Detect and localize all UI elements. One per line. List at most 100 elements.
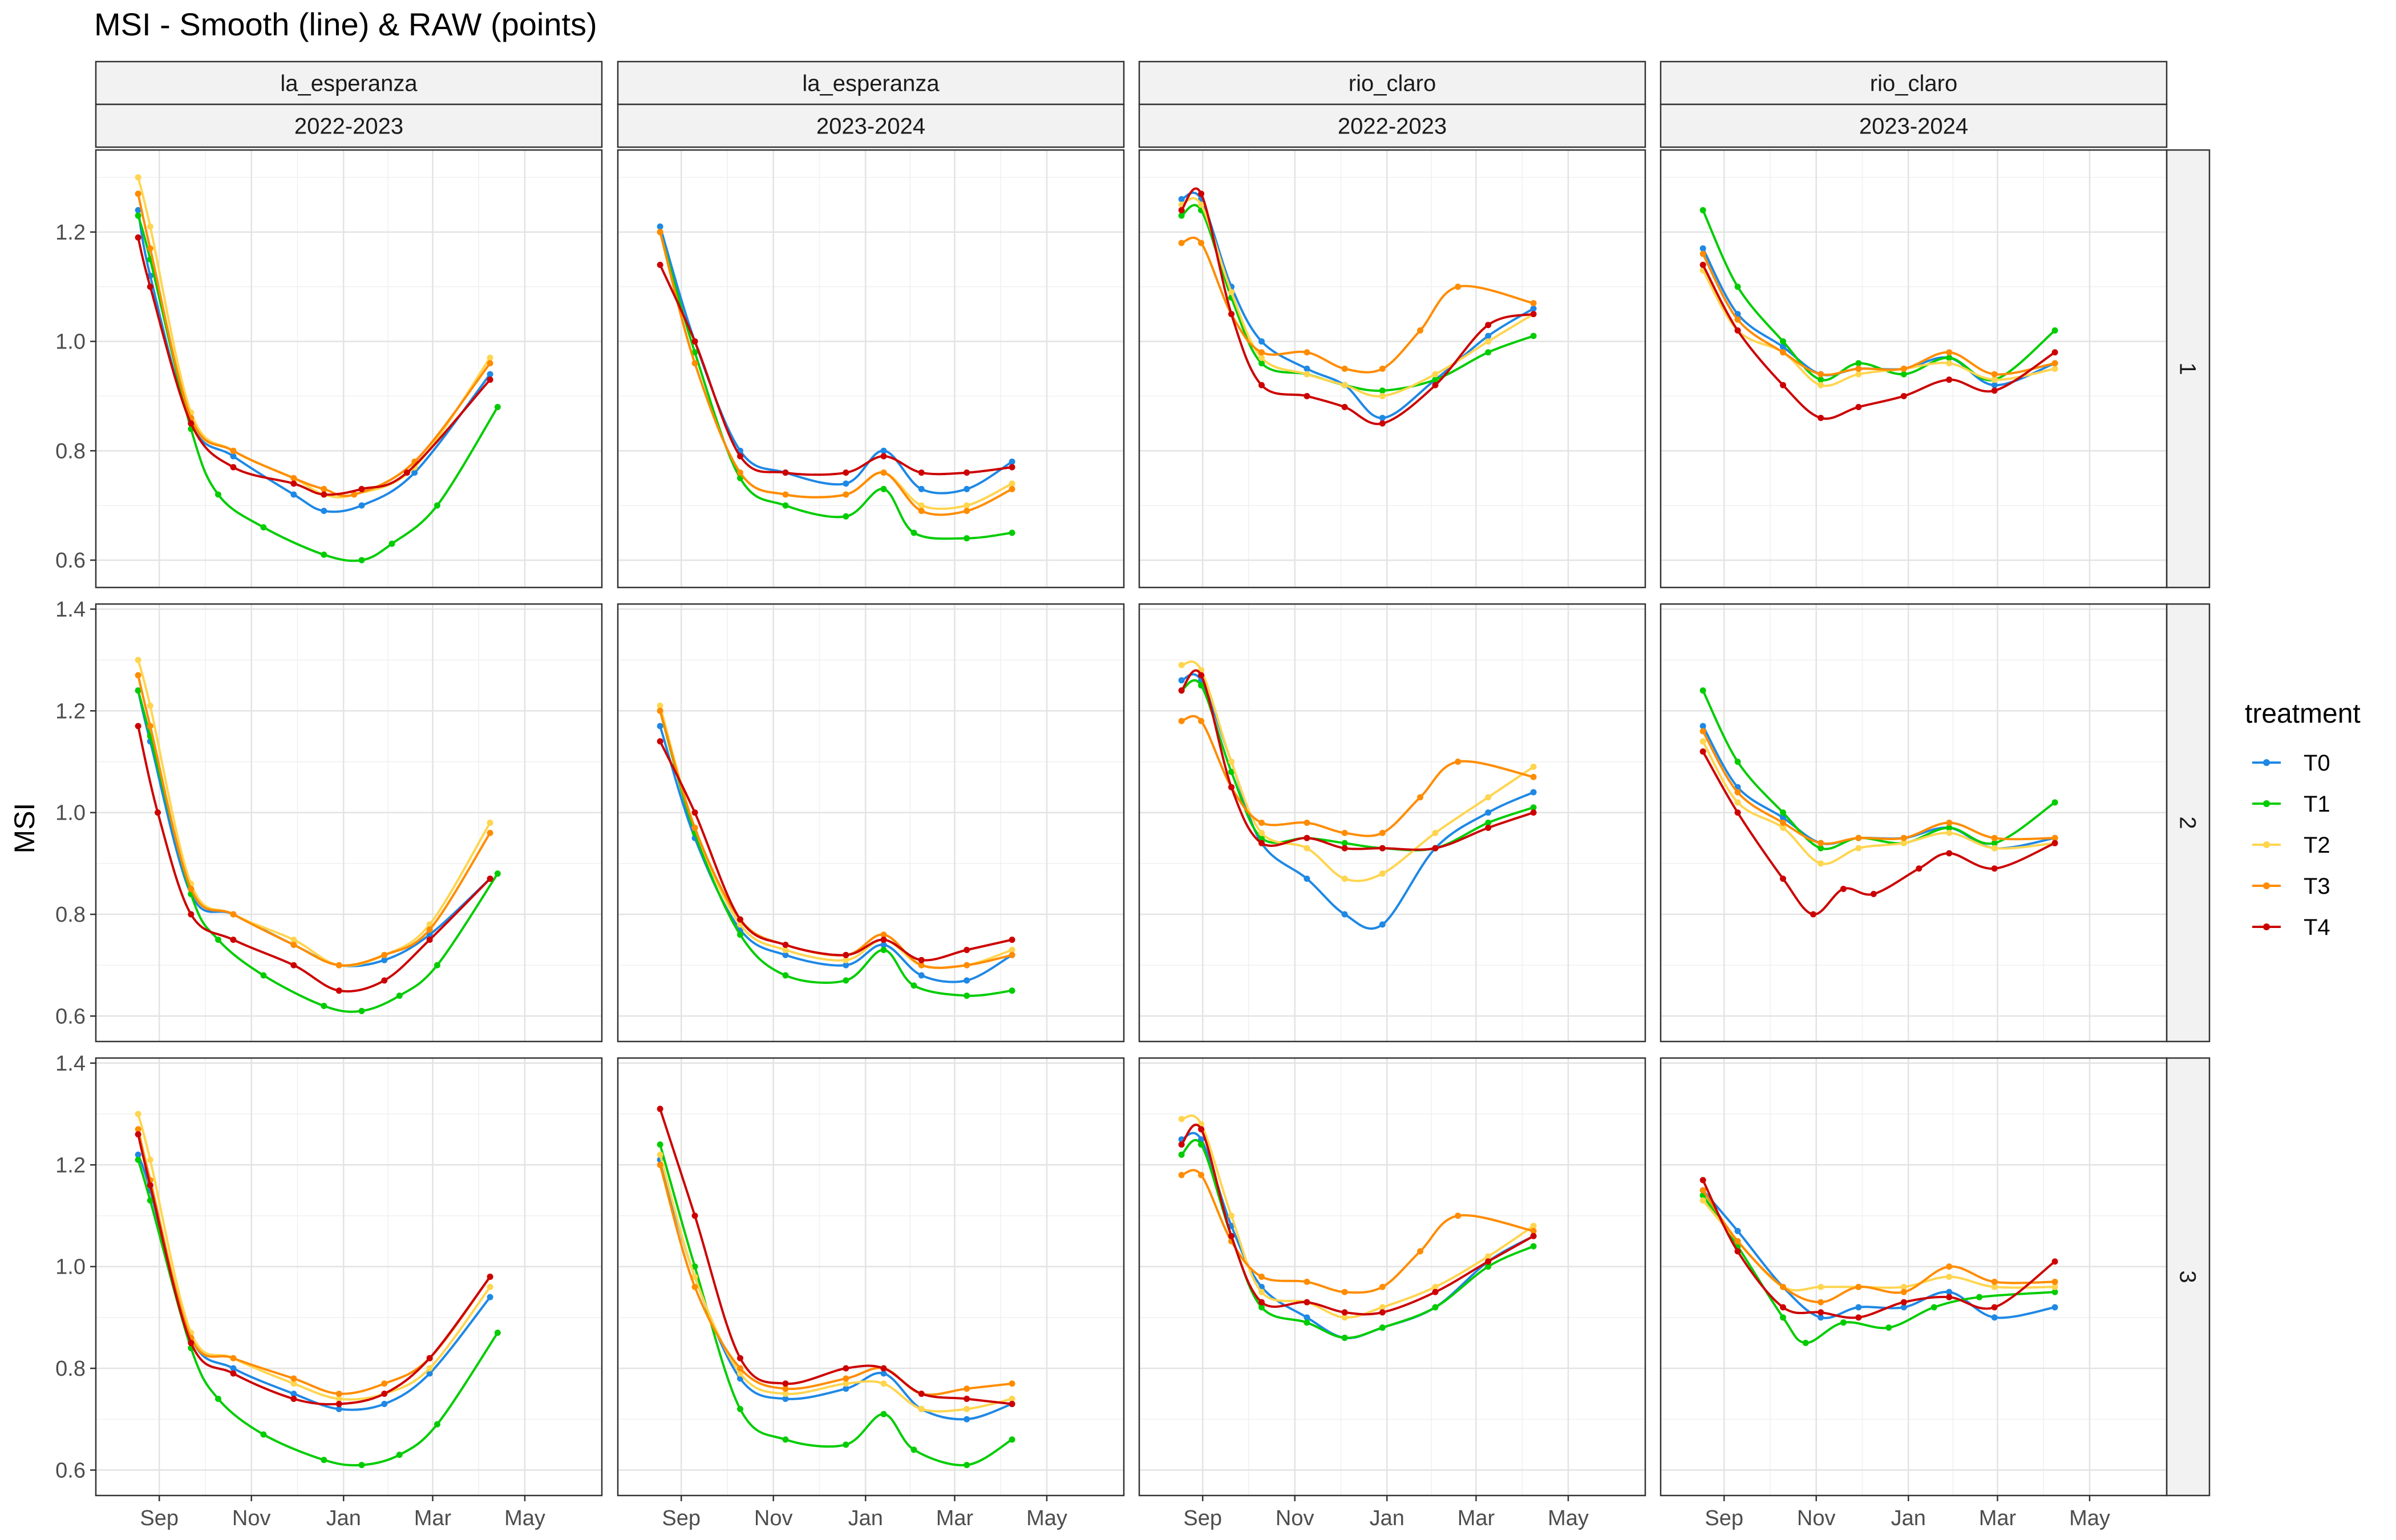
panel-background [1139, 604, 1645, 1041]
panel: Sep Nov Jan Mar May [1660, 1057, 2168, 1530]
strip-site-label: la_esperanza [280, 71, 418, 96]
y-tick-label: 1.4 [55, 1052, 86, 1076]
strip-season-label: 2022-2023 [1338, 114, 1447, 139]
smooth-line [1180, 1169, 1535, 1294]
smooth-line [1180, 1138, 1535, 1339]
series-T2 [657, 1151, 1015, 1413]
panel: 0.6 0.8 1.0 1.2 1.4 Sep Nov Jan Mar May [55, 1052, 603, 1530]
series-T4 [135, 234, 493, 498]
y-tick-label: 0.8 [55, 1357, 86, 1381]
legend-label: T4 [2304, 915, 2330, 940]
panel-border [95, 149, 603, 589]
y-tick-label: 1.0 [55, 330, 86, 354]
row-strip: 1 [2166, 149, 2211, 589]
legend-label: T2 [2304, 833, 2330, 858]
legend-item-T1: T1 [2252, 792, 2330, 817]
smooth-line [659, 740, 1014, 962]
series-T3 [135, 672, 493, 968]
y-tick-label: 0.8 [55, 439, 86, 463]
x-tick-label: Nov [1797, 1506, 1836, 1530]
y-tick-label: 1.0 [55, 801, 86, 825]
strip-season-label: 2023-2024 [816, 114, 925, 139]
legend-label: T0 [2304, 751, 2330, 776]
smooth-line [659, 230, 1014, 516]
series-T1 [1699, 1192, 2058, 1346]
strip-box [617, 103, 1125, 148]
smooth-line [1180, 669, 1535, 851]
legend-title: treatment [2245, 699, 2361, 729]
legend-item-T2: T2 [2252, 833, 2330, 858]
column-strip: rio_claro 2022-2023 [1138, 60, 1646, 148]
smooth-line [1702, 730, 2057, 845]
panel-background [96, 604, 602, 1041]
smooth-line [659, 1108, 1014, 1405]
smooth-line [137, 725, 492, 993]
panel-background [1661, 604, 2167, 1041]
panels-layer: la_esperanza 2022-2023 la_esperanza 2023-20… [55, 60, 2211, 1530]
y-tick-label: 0.8 [55, 903, 86, 927]
panel-border [617, 603, 1125, 1043]
panel-border [1660, 603, 2168, 1043]
x-tick-label: Jan [326, 1506, 361, 1530]
series-T4 [657, 738, 1015, 963]
panel-border [1660, 149, 2168, 589]
series-T3 [135, 191, 493, 498]
smooth-line [1702, 1194, 2057, 1344]
x-tick-label: May [2069, 1506, 2110, 1530]
panel-background [1139, 150, 1645, 587]
series-T4 [135, 723, 493, 994]
panel: Sep Nov Jan Mar May [1138, 1057, 1646, 1530]
x-tick-label: Nov [754, 1506, 793, 1530]
y-tick-label: 0.6 [55, 1004, 86, 1028]
strip-site-label: la_esperanza [802, 71, 940, 96]
strip-site-label: rio_claro [1870, 71, 1957, 96]
smooth-line [1180, 1123, 1535, 1316]
smooth-line [137, 659, 492, 967]
y-tick-label: 1.0 [55, 1255, 86, 1279]
series-T1 [657, 1141, 1015, 1468]
smooth-line [1702, 269, 2057, 387]
panel-border [1660, 1057, 2168, 1497]
strip-box [95, 60, 603, 106]
panel: 0.6 0.8 1.0 1.2 [55, 149, 603, 589]
panel [617, 603, 1125, 1043]
smooth-line [1180, 660, 1535, 882]
x-tick-label: Jan [848, 1506, 883, 1530]
smooth-line [137, 674, 492, 967]
smooth-line [1702, 1189, 2057, 1304]
y-tick-label: 1.2 [55, 1153, 86, 1177]
column-strip: rio_claro 2023-2024 [1660, 60, 2168, 148]
legend-item-T0: T0 [2252, 751, 2330, 776]
smooth-line [1180, 187, 1535, 425]
y-tick-label: 1.4 [55, 598, 86, 622]
strip-box [2166, 1057, 2211, 1497]
row-strip-label: 1 [2175, 362, 2200, 375]
smooth-line [1702, 209, 2057, 382]
smooth-line [137, 1133, 492, 1406]
smooth-line [137, 192, 492, 497]
panel-background [618, 150, 1124, 587]
strip-box [1660, 103, 2168, 148]
panel-border [95, 1057, 603, 1497]
column-strip: la_esperanza 2023-2024 [617, 60, 1125, 148]
legend-label: T3 [2304, 874, 2330, 899]
smooth-line [137, 209, 492, 513]
series-T1 [135, 1156, 501, 1468]
panel [1138, 603, 1646, 1043]
y-tick-label: 0.6 [55, 549, 86, 573]
legend-item-T3: T3 [2252, 874, 2330, 899]
smooth-line [1702, 750, 2057, 916]
x-tick-label: Sep [1183, 1506, 1222, 1530]
x-tick-label: Sep [662, 1506, 701, 1530]
smooth-line [1702, 1179, 2057, 1319]
x-tick-label: Mar [414, 1506, 452, 1530]
series-T4 [1699, 261, 2058, 422]
smooth-line [1702, 1189, 2057, 1319]
smooth-line [137, 1158, 499, 1467]
y-tick-label: 1.2 [55, 221, 86, 245]
smooth-line [659, 230, 1014, 540]
column-strip: la_esperanza 2022-2023 [95, 60, 603, 148]
strip-box [1138, 103, 1646, 148]
legend-items: T0 T1 T2 T3 T4 [2252, 751, 2330, 940]
series-T2 [1178, 660, 1537, 882]
